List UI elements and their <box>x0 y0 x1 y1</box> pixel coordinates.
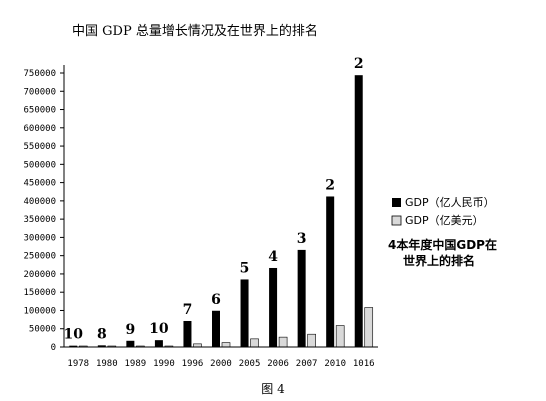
bar-gdp-usd <box>278 336 288 348</box>
bar-gdp-rmb <box>126 340 135 347</box>
x-axis: 1978 1980 1989 1990 1996 2000 2005 2006 2007 2010… <box>64 346 378 369</box>
legend: GDP（亿人民币） GDP（亿美元） 4本年度中国GDP在 世界上的排名 <box>388 196 501 268</box>
figure-caption: 图 4 <box>261 382 285 396</box>
rank-labels: 10 8 9 10 7 6 5 4 3 2 2 <box>64 56 364 342</box>
rank-label: 10 <box>149 321 169 337</box>
bar-gdp-rmb <box>240 279 249 347</box>
rank-label: 8 <box>97 326 107 342</box>
x-tick-label: 1990 <box>153 359 175 369</box>
bar-gdp-rmb <box>183 320 192 347</box>
bar-gdp-rmb <box>212 310 220 347</box>
y-tick-label: 700000 <box>23 87 56 97</box>
bar-gdp-usd <box>221 342 231 348</box>
rank-label: 4 <box>268 249 278 265</box>
bar-gdp-rmb <box>297 249 306 347</box>
x-tick-label: 2010 <box>324 359 346 369</box>
x-tick-label: 1016 <box>353 359 375 369</box>
y-axis: 0 50000 100000 150000 200000 250000 300000 3500… <box>23 65 65 353</box>
bar-gdp-rmb <box>354 75 363 347</box>
y-tick-label: 500000 <box>23 160 56 170</box>
chart-title: 中国 GDP 总量增长情况及在世界上的排名 <box>72 23 318 39</box>
y-tick-label: 750000 <box>23 69 56 79</box>
bar-gdp-usd <box>250 338 259 348</box>
y-tick-label: 600000 <box>23 124 56 134</box>
rank-label: 6 <box>211 292 221 308</box>
x-tick-label: 1996 <box>182 359 204 369</box>
rank-label: 9 <box>125 322 135 338</box>
x-tick-label: 2007 <box>296 359 318 369</box>
bars <box>69 75 374 348</box>
bar-gdp-usd <box>307 333 316 348</box>
y-tick-label: 550000 <box>23 142 56 152</box>
bar-gdp-rmb <box>154 340 163 347</box>
y-tick-label: 200000 <box>23 270 56 280</box>
y-tick-label: 250000 <box>23 252 56 262</box>
bar-gdp-usd <box>335 325 345 348</box>
legend-label-rmb: GDP（亿人民币） <box>405 196 495 209</box>
y-tick-label: 50000 <box>29 325 56 335</box>
y-tick-label: 400000 <box>23 197 56 207</box>
y-tick-label: 650000 <box>23 106 56 116</box>
bar-gdp-rmb <box>326 196 335 347</box>
y-tick-label: 150000 <box>23 288 56 298</box>
bar-gdp-usd <box>364 307 374 348</box>
x-tick-label: 1980 <box>96 359 118 369</box>
legend-swatch-usd <box>391 215 402 226</box>
x-tick-label: 1989 <box>125 359 147 369</box>
rank-label: 7 <box>183 302 193 318</box>
rank-label: 3 <box>297 231 307 247</box>
legend-swatch-rmb <box>392 198 401 207</box>
bar-gdp-rmb <box>97 345 106 347</box>
x-tick-label: 2000 <box>210 359 232 369</box>
y-tick-label: 0 <box>51 343 56 353</box>
bar-gdp-rmb <box>69 345 78 347</box>
rank-label: 2 <box>325 177 335 193</box>
rank-label: 2 <box>354 56 364 72</box>
legend-note: 4本年度中国GDP在 世界上的排名 <box>388 237 501 268</box>
bar-gdp-rmb <box>269 267 278 347</box>
rank-label: 5 <box>240 260 250 276</box>
x-tick-label: 2006 <box>267 359 289 369</box>
x-tick-label: 1978 <box>67 359 89 369</box>
y-tick-label: 100000 <box>23 306 56 316</box>
x-tick-label: 2005 <box>239 359 261 369</box>
y-tick-label: 300000 <box>23 233 56 243</box>
y-tick-label: 450000 <box>23 179 56 189</box>
rank-label: 10 <box>64 327 84 343</box>
legend-label-usd: GDP（亿美元） <box>405 214 484 227</box>
y-tick-label: 350000 <box>23 215 56 225</box>
